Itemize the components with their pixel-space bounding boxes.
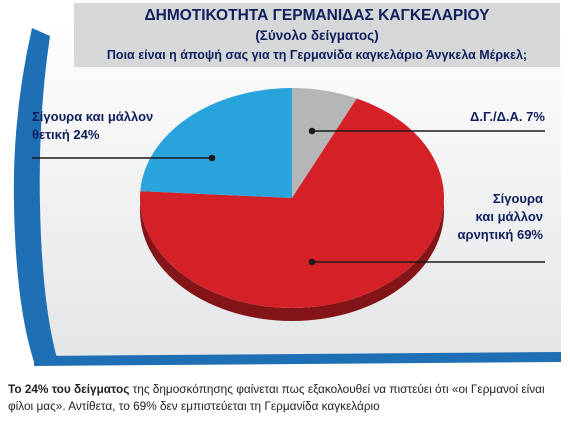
frame-left-stroke: [13, 28, 58, 362]
leader-dot-0: [308, 127, 316, 135]
caption: Το 24% του δείγματος της δημοσκόπησης φα…: [8, 381, 564, 415]
slice-label-negative-line: αρνητική 69%: [457, 227, 543, 242]
slice-label-positive-line: Σίγουρα και μάλλον: [32, 109, 154, 124]
chart-header: ΔΗΜΟΤΙΚΟΤΗΤΑ ΓΕΡΜΑΝΙΔΑΣ ΚΑΓΚΕΛΑΡΙΟΥ (Σύν…: [74, 3, 560, 67]
caption-bold: Το 24% του δείγματος: [8, 382, 130, 396]
leader-dot-2: [208, 154, 216, 162]
pie-slice-2: [140, 88, 292, 198]
pie-slice-0: [292, 88, 357, 198]
caption-text: της δημοσκόπησης φαίνεται πως εξακολουθε…: [8, 382, 545, 413]
frame-bottom-stroke: [34, 352, 561, 366]
pie-slice-1: [139, 98, 444, 309]
survey-question: Ποια είναι η άποψή σας για τη Γερμανίδα …: [106, 48, 528, 62]
slice-label-negative: Σίγουρα και μάλλον αρνητική 69%: [458, 190, 543, 244]
slice-label-dk: Δ.Γ./Δ.Α. 7%: [470, 108, 545, 126]
leader-dot-1: [308, 258, 316, 266]
slice-label-positive-line: θετική 24%: [32, 127, 100, 142]
chart-subtitle: (Σύνολο δείγματος): [255, 28, 379, 43]
chart-title: ΔΗΜΟΤΙΚΟΤΗΤΑ ΓΕΡΜΑΝΙΔΑΣ ΚΑΓΚΕΛΑΡΙΟΥ: [144, 7, 490, 24]
slice-label-dk-line: Δ.Γ./Δ.Α. 7%: [470, 109, 545, 124]
slice-label-positive: Σίγουρα και μάλλον θετική 24%: [32, 108, 153, 144]
slice-label-negative-line: Σίγουρα: [492, 191, 543, 206]
slice-label-negative-line: και μάλλον: [475, 209, 543, 224]
